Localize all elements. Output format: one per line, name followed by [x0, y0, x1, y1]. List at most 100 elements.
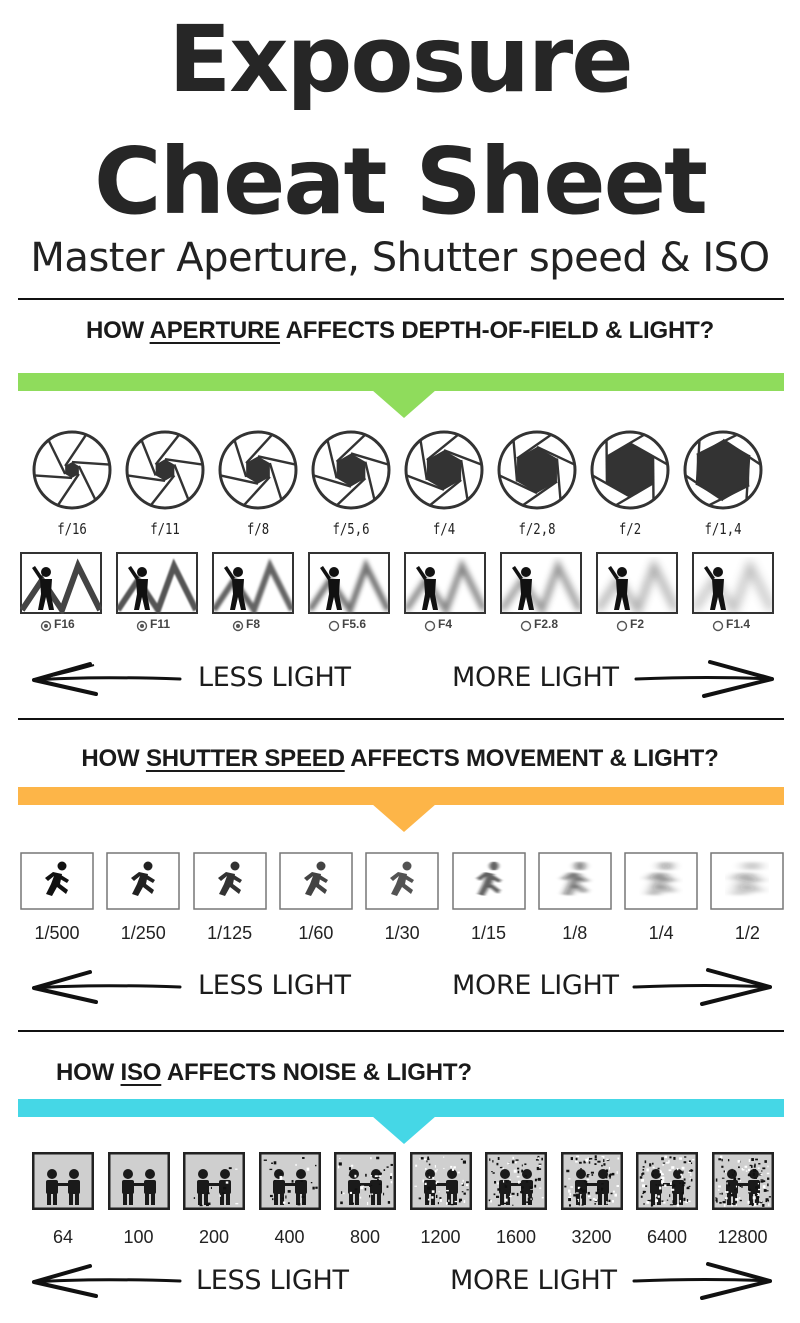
less-light-label: LESS LIGHT	[196, 1265, 349, 1296]
iso-heading-suffix: AFFECTS NOISE & LIGHT?	[161, 1059, 472, 1086]
aperture-heading-suffix: AFFECTS DEPTH-OF-FIELD & LIGHT?	[280, 317, 715, 344]
less-light-label: LESS LIGHT	[198, 662, 351, 693]
depth-of-field-thumbnail	[404, 552, 486, 614]
radio-indicator-icon	[616, 620, 628, 632]
iso-value-label: 800	[349, 1227, 381, 1247]
iso-value-label: 200	[198, 1227, 230, 1247]
f-stop-label: f/8	[246, 520, 270, 538]
more-light-label: MORE LIGHT	[452, 970, 619, 1001]
shutter-speed-label: 1/125	[207, 923, 253, 943]
depth-of-field-thumbnail	[692, 552, 774, 614]
iso-noise-thumbnail	[636, 1152, 698, 1210]
aperture-diaphragm-icon	[32, 430, 112, 510]
f-stop-label: f/1,4	[704, 520, 742, 538]
radio-indicator-icon	[40, 620, 52, 632]
aperture-diaphragm-icon	[683, 430, 763, 510]
iso-heading-keyword: ISO	[120, 1059, 162, 1086]
iso-value-label: 1200	[420, 1227, 461, 1247]
shutter-speed-label: 1/500	[34, 923, 80, 943]
divider	[18, 718, 784, 720]
iso-noise-thumbnail	[560, 1152, 623, 1210]
aperture-diaphragm-icon	[404, 430, 484, 510]
aperture-pointer	[372, 390, 436, 418]
more-light-arrow-icon	[632, 1262, 772, 1300]
iso-noise-thumbnail	[409, 1152, 472, 1210]
iso-noise-thumbnail	[711, 1152, 774, 1210]
depth-of-field-thumbnail	[500, 552, 582, 614]
iso-noise-thumbnail	[258, 1152, 321, 1210]
shutter-heading-prefix: HOW	[81, 745, 146, 772]
shutter-heading-keyword: SHUTTER SPEED	[145, 745, 345, 772]
depth-of-field-thumbnail	[20, 552, 102, 614]
radio-indicator-icon	[712, 620, 724, 632]
less-light-label: LESS LIGHT	[198, 970, 351, 1001]
running-figure-thumbnail	[538, 852, 612, 910]
running-figure-thumbnail	[451, 852, 526, 910]
shutter-speed-label: 1/4	[648, 923, 674, 943]
more-light-label: MORE LIGHT	[452, 662, 619, 693]
f-stop-label: f/2	[618, 520, 642, 538]
shutter-color-band	[18, 787, 784, 805]
more-light-label: MORE LIGHT	[450, 1265, 617, 1296]
iso-value-label: 3200	[571, 1227, 612, 1247]
shutter-heading-suffix: AFFECTS MOVEMENT & LIGHT?	[344, 745, 719, 772]
f-number-label: F2.8	[534, 617, 559, 631]
page-title-line-2: Cheat Sheet	[93, 128, 708, 235]
iso-row: 64 100 200 400 800 1200 1600 3200 6400 12800	[0, 1152, 800, 1256]
shutter-speed-label: 1/30	[384, 923, 420, 943]
f-stop-label: f/4	[432, 520, 456, 538]
shutter-speed-label: 1/250	[120, 923, 166, 943]
iso-noise-thumbnail	[334, 1152, 396, 1210]
running-figure-thumbnail	[365, 852, 439, 910]
depth-of-field-row: F16 F11 F8 F5.6 F4 F2.8 F2 F1.4	[0, 552, 800, 636]
f-stop-label: f/16	[57, 520, 87, 538]
f-number-label: F8	[246, 617, 261, 631]
aperture-color-band	[18, 373, 784, 391]
less-light-arrow-icon	[32, 970, 182, 1004]
running-figure-thumbnail	[279, 852, 353, 910]
f-number-label: F16	[54, 617, 75, 631]
iso-noise-thumbnail	[32, 1152, 94, 1210]
iso-value-label: 1600	[495, 1227, 537, 1247]
f-stop-label: f/11	[150, 520, 180, 538]
depth-of-field-thumbnail	[116, 552, 198, 614]
iso-color-band	[18, 1099, 784, 1117]
divider	[18, 298, 784, 300]
page-title-line-1: Exposure	[168, 6, 633, 113]
f-number-label: F4	[438, 617, 453, 631]
radio-indicator-icon	[328, 620, 340, 632]
running-figure-thumbnail	[710, 852, 785, 910]
shutter-pointer	[372, 804, 436, 832]
radio-indicator-icon	[136, 620, 148, 632]
aperture-heading: HOW APERTURE AFFECTS DEPTH-OF-FIELD & LI…	[0, 316, 800, 346]
aperture-diaphragm-icon	[218, 430, 298, 510]
shutter-speed-label: 1/15	[470, 923, 507, 943]
shutter-speed-row: 1/500 1/250 1/125 1/60 1/30 1/15 1/8 1/4 1/2	[0, 852, 800, 952]
depth-of-field-thumbnail	[308, 552, 390, 614]
f-number-label: F1.4	[726, 617, 751, 631]
f-stop-label: f/5,6	[332, 520, 370, 538]
running-figure-thumbnail	[192, 852, 267, 910]
depth-of-field-thumbnail	[212, 552, 294, 614]
divider	[18, 1030, 784, 1032]
page-subtitle: Master Aperture, Shutter speed & ISO	[30, 235, 770, 281]
iso-noise-thumbnail	[107, 1152, 170, 1210]
iso-value-label: 12800	[717, 1227, 768, 1247]
aperture-diaphragm-icon	[311, 430, 391, 510]
less-light-arrow-icon	[32, 662, 182, 696]
f-number-label: F11	[150, 617, 171, 631]
less-light-arrow-icon	[32, 1264, 182, 1298]
aperture-diaphragm-icon	[590, 430, 670, 510]
shutter-speed-label: 1/8	[562, 923, 588, 943]
f-number-label: F2	[630, 617, 645, 631]
f-number-label: F5.6	[342, 617, 367, 631]
iso-value-label: 6400	[646, 1227, 688, 1247]
more-light-arrow-icon	[634, 660, 774, 698]
aperture-diaphragm-icon	[125, 430, 205, 510]
aperture-heading-keyword: APERTURE	[149, 317, 281, 344]
running-figure-thumbnail	[624, 852, 698, 910]
running-figure-thumbnail	[106, 852, 181, 910]
aperture-diaphragm-icon	[497, 430, 577, 510]
aperture-heading-prefix: HOW	[85, 317, 150, 344]
running-figure-thumbnail	[20, 852, 94, 910]
